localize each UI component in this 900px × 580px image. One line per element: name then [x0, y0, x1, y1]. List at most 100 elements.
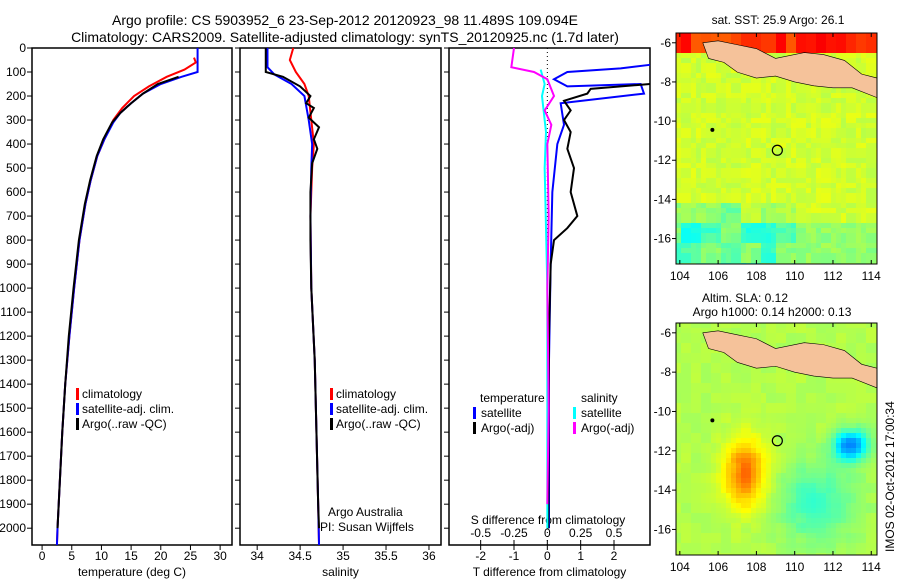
map-cell — [726, 448, 731, 453]
map-cell — [756, 473, 761, 478]
map-cell — [861, 478, 866, 483]
map-cell — [676, 463, 681, 468]
map-cell — [676, 443, 681, 448]
map-cell — [701, 63, 706, 68]
map-cell — [836, 543, 841, 548]
map-cell — [846, 323, 851, 328]
map-cell — [776, 213, 781, 218]
map-cell — [706, 533, 711, 538]
map-cell — [871, 148, 876, 153]
map-cell — [681, 153, 686, 158]
map-cell — [866, 108, 871, 113]
map-cell — [856, 258, 861, 263]
map-cell — [681, 443, 686, 448]
map-cell — [816, 413, 821, 418]
map-cell — [801, 553, 806, 555]
map-cell — [866, 58, 871, 63]
map-cell — [711, 218, 716, 223]
map-cell — [811, 323, 816, 328]
map-cell — [781, 513, 786, 518]
map-cell — [856, 328, 861, 333]
map-cell — [676, 358, 681, 363]
map-cell — [786, 213, 791, 218]
map-cell — [786, 93, 791, 98]
map-cell — [771, 253, 776, 258]
map-cell — [736, 458, 741, 463]
map-cell — [716, 543, 721, 548]
map-cell — [756, 213, 761, 218]
map-cell — [761, 168, 766, 173]
map-cell — [706, 488, 711, 493]
map-cell — [806, 48, 811, 53]
map-cell — [676, 548, 681, 553]
map-cell — [801, 43, 806, 48]
map-cell — [861, 113, 866, 118]
map-cell — [696, 388, 701, 393]
map-cell — [691, 543, 696, 548]
map-cell — [756, 458, 761, 463]
map-cell — [821, 133, 826, 138]
map-cell — [676, 148, 681, 153]
map-cell — [801, 448, 806, 453]
map-cell — [856, 213, 861, 218]
map-cell — [751, 38, 756, 43]
map-cell — [756, 258, 761, 263]
map-cell — [851, 143, 856, 148]
map-cell — [746, 458, 751, 463]
map-cell — [831, 403, 836, 408]
map-cell — [786, 123, 791, 128]
map-cell — [826, 233, 831, 238]
map-cell — [681, 393, 686, 398]
map-cell — [871, 533, 876, 538]
map-cell — [856, 158, 861, 163]
map-cell — [731, 68, 736, 73]
map-cell — [816, 528, 821, 533]
map-cell — [711, 258, 716, 263]
map-cell — [716, 113, 721, 118]
map-cell — [786, 383, 791, 388]
map-cell — [676, 113, 681, 118]
map-cell — [836, 328, 841, 333]
map-cell — [731, 93, 736, 98]
map-cell — [841, 143, 846, 148]
map-cell — [756, 123, 761, 128]
map-cell — [841, 418, 846, 423]
legend-label: satellite — [581, 406, 622, 420]
map-cell — [681, 68, 686, 73]
map-cell — [746, 528, 751, 533]
map-cell — [676, 258, 681, 263]
map-cell — [871, 358, 876, 363]
map-cell — [696, 528, 701, 533]
map-cell — [846, 448, 851, 453]
map-cell — [781, 213, 786, 218]
map-cell — [696, 73, 701, 78]
map-cell — [856, 358, 861, 363]
map-cell — [866, 218, 871, 223]
map-cell — [776, 533, 781, 538]
x-tick-label: 110 — [785, 269, 804, 283]
map-cell — [706, 38, 711, 43]
map-cell — [846, 243, 851, 248]
map-cell — [831, 258, 836, 263]
map-cell — [811, 193, 816, 198]
map-cell — [681, 138, 686, 143]
map-cell — [791, 508, 796, 513]
map-cell — [711, 438, 716, 443]
map-cell — [751, 383, 756, 388]
map-cell — [871, 63, 876, 68]
map-cell — [851, 193, 856, 198]
map-cell — [731, 173, 736, 178]
map-cell — [741, 483, 746, 488]
map-cell — [866, 423, 871, 428]
map-cell — [766, 243, 771, 248]
map-cell — [771, 513, 776, 518]
map-cell — [696, 498, 701, 503]
map-cell — [771, 373, 776, 378]
map-cell — [726, 88, 731, 93]
map-cell — [791, 223, 796, 228]
map-cell — [716, 528, 721, 533]
map-cell — [816, 483, 821, 488]
map-cell — [801, 143, 806, 148]
map-cell — [706, 233, 711, 238]
